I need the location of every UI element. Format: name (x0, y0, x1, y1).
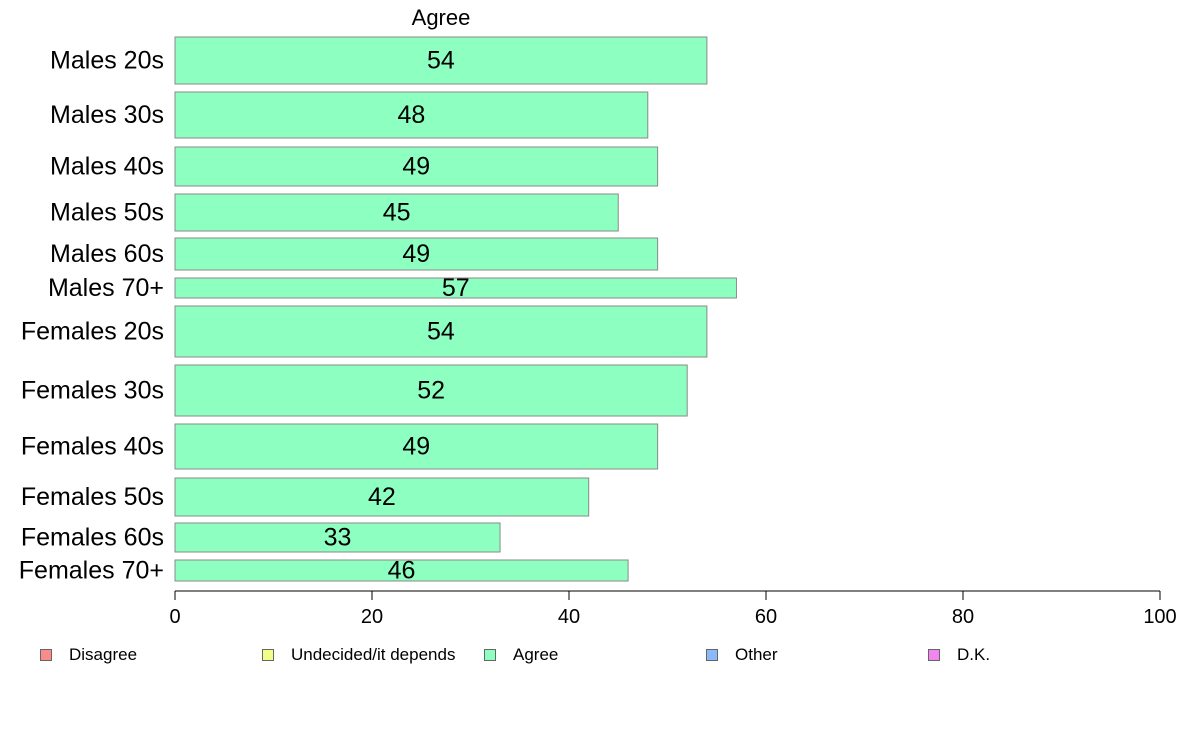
x-tick-label: 40 (558, 606, 580, 628)
category-label: Females 40s (21, 433, 164, 461)
legend-item-undecided: Undecided/it depends (262, 644, 455, 666)
bar (174, 277, 737, 299)
legend-swatch-dk (928, 649, 940, 661)
legend-swatch-undecided (262, 649, 274, 661)
category-label: Males 60s (50, 240, 164, 268)
category-label: Males 50s (50, 199, 164, 227)
x-tick-label: 0 (169, 606, 180, 628)
legend-label-disagree: Disagree (69, 645, 138, 664)
category-label: Females 50s (21, 483, 164, 511)
legend-label-other: Other (735, 645, 778, 664)
data-label: 33 (324, 524, 352, 552)
category-label: Males 40s (50, 153, 164, 181)
bar (174, 237, 659, 271)
data-label: 52 (417, 377, 445, 405)
bar (174, 364, 688, 417)
bar (174, 91, 649, 139)
bar (174, 423, 659, 470)
data-label: 48 (397, 101, 425, 129)
category-label: Females 30s (21, 377, 164, 405)
data-label: 46 (388, 557, 416, 585)
data-label: 42 (368, 483, 396, 511)
legend-swatch-other (706, 649, 718, 661)
data-label: 49 (402, 153, 430, 181)
category-label: Males 70+ (48, 274, 164, 302)
x-tick-label: 60 (755, 606, 777, 628)
bar (174, 146, 659, 187)
legend-item-disagree: Disagree (40, 644, 137, 666)
chart-title: Agree (412, 5, 471, 30)
category-label: Males 20s (50, 47, 164, 75)
bar (174, 305, 708, 358)
category-label: Females 60s (21, 524, 164, 552)
data-label: 54 (427, 47, 455, 75)
legend-label-dk: D.K. (957, 645, 991, 664)
data-label: 45 (383, 199, 411, 227)
x-tick-label: 100 (1143, 606, 1176, 628)
legend-swatch-agree (484, 649, 496, 661)
legend-item-dk: D.K. (928, 644, 990, 666)
legend-label-agree: Agree (513, 645, 559, 664)
legend-item-agree: Agree (484, 644, 558, 666)
category-label: Males 30s (50, 101, 164, 129)
x-tick-label: 20 (361, 606, 383, 628)
category-label: Females 20s (21, 318, 164, 346)
data-label: 49 (402, 240, 430, 268)
bar (174, 193, 619, 232)
legend: Disagree Undecided/it depends Agree Othe… (0, 644, 1188, 666)
legend-swatch-disagree (40, 649, 52, 661)
bar (174, 522, 501, 553)
data-label: 54 (427, 318, 455, 346)
data-label: 49 (402, 433, 430, 461)
category-label: Females 70+ (19, 557, 164, 585)
bar (174, 36, 708, 85)
x-tick-label: 80 (952, 606, 974, 628)
legend-label-undecided: Undecided/it depends (291, 645, 456, 664)
legend-item-other: Other (706, 644, 778, 666)
bar (174, 559, 629, 582)
bar (174, 477, 590, 517)
data-label: 57 (442, 274, 470, 302)
